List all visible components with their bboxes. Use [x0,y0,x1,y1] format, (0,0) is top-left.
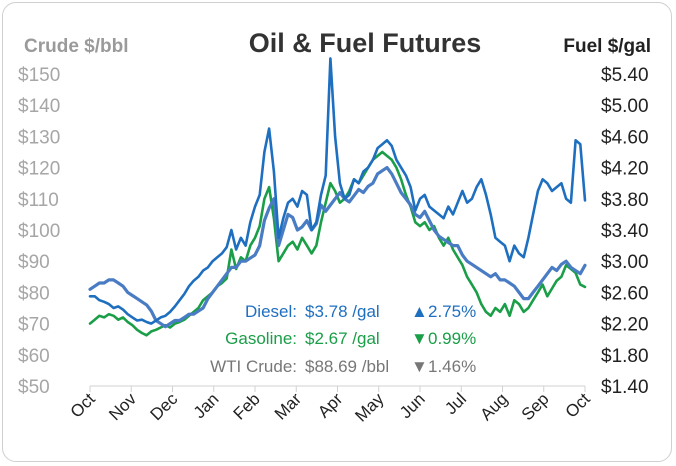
right-y-tick-label: $2.60 [601,283,649,304]
annotation-value: $2.67 /gal [305,329,380,348]
right-y-tick-label: $5.00 [601,96,649,117]
right-y-tick-label: $1.80 [601,346,649,367]
annotation-label: Gasoline: [225,329,297,348]
annotation-value: $88.69 /bbl [305,357,389,376]
right-y-tick-label: $2.20 [601,315,649,336]
left-y-tick-label: $80 [18,283,50,304]
x-ticks: Oct Nov Dec Jan Feb Mar Apr May Jun Jul Aug Sep Oct [67,386,594,426]
chart-frame [2,2,672,462]
x-tick-label: Jan [190,389,223,422]
left-y-tick-label: $50 [18,377,50,398]
x-tick-label: Sep [518,389,553,424]
chart-title: Oil & Fuel Futures [249,28,482,58]
right-y-tick-label: $3.40 [601,221,649,242]
right-y-tick-label: $1.40 [601,377,649,398]
left-y-tick-label: $70 [18,315,50,336]
left-y-tick-label: $130 [18,127,60,148]
x-tick-label: Apr [314,389,346,421]
right-y-tick-label: $4.60 [601,127,649,148]
left-axis-label: Crude $/bbl [24,36,129,57]
annotation-value: $3.78 /gal [305,302,380,321]
down-arrow-icon: ▼ [411,357,428,376]
right-y-tick-label: $4.20 [601,159,649,180]
annotation-change: 1.46% [428,357,476,376]
left-y-tick-label: $90 [18,252,50,273]
left-y-tick-label: $120 [18,159,60,180]
x-tick-label: Nov [105,389,140,424]
right-axis-label: Fuel $/gal [563,36,651,57]
right-y-tick-label: $3.00 [601,252,649,273]
left-y-tick-label: $100 [18,221,60,242]
right-y-tick-label: $3.80 [601,190,649,211]
left-y-tick-label: $150 [18,65,60,86]
annotation-label: Diesel: [245,302,297,321]
annotation-change: 2.75% [428,302,476,321]
series-line-diesel [88,57,587,325]
x-tick-label: Oct [562,389,594,421]
price-annotations: Diesel: $3.78 /gal ▲ 2.75% Gasoline: $2.67 /g… [210,302,476,376]
x-tick-label: May [351,389,387,425]
left-y-tick-label: $140 [18,96,60,117]
x-tick-label: Aug [477,389,512,424]
series-line-wti-crude [88,166,587,329]
series-lines [88,57,587,337]
up-arrow-icon: ▲ [411,302,428,321]
down-arrow-icon: ▼ [411,329,428,348]
left-y-tick-label: $60 [18,346,50,367]
right-y-tick-label: $5.40 [601,65,649,86]
x-tick-label: Oct [67,389,99,421]
left-y-tick-label: $110 [18,190,59,211]
x-tick-label: Dec [147,389,182,424]
x-tick-label: Jun [396,389,429,422]
annotation-change: 0.99% [428,329,476,348]
x-tick-label: Feb [230,389,264,423]
annotation-label: WTI Crude: [210,357,297,376]
right-y-ticks: $5.40 $5.00 $4.60 $4.20 $3.80 $3.40 $3.00 $2.60… [601,65,649,398]
left-y-ticks: $150 $140 $130 $120 $110 $100 $90 $80 $70 $60 $50 [18,65,60,398]
x-tick-label: Mar [271,389,305,423]
x-tick-label: Jul [441,389,470,418]
